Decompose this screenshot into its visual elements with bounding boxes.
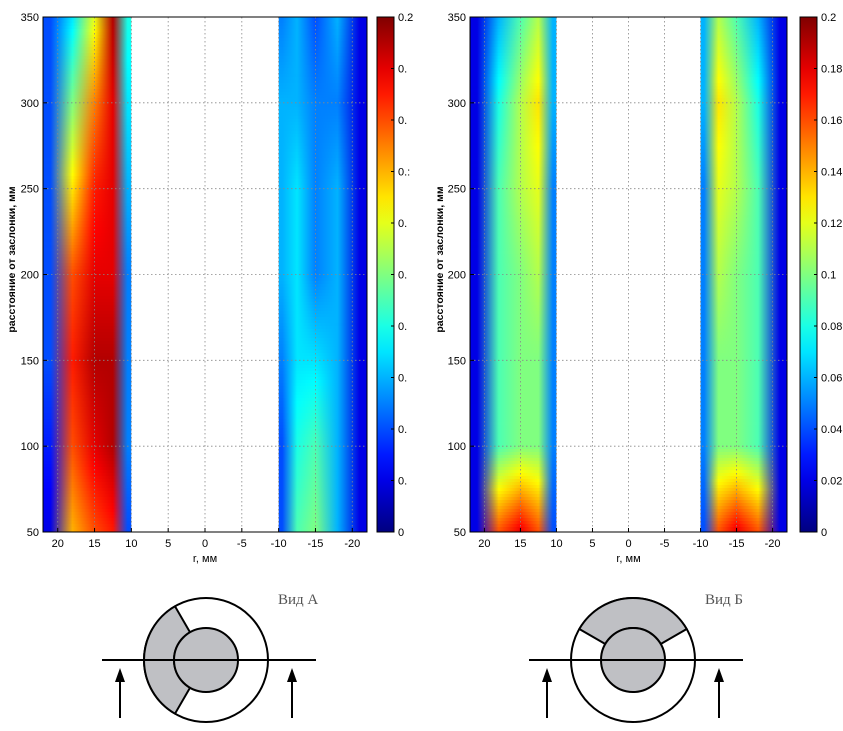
arrow-head	[115, 668, 125, 682]
x-tick-label: -5	[660, 538, 670, 550]
colorbar-tick-label: 0.14	[821, 167, 842, 179]
y-tick-label: 200	[21, 270, 39, 282]
y-tick-label: 100	[21, 441, 39, 453]
colorbar-tick-label: 0.	[398, 373, 407, 385]
heatmap-panel-view-a: 20 15 10 5 0 -5 -10 -15 -2050100150200250300350r…	[6, 12, 413, 723]
x-tick-label: -10	[271, 538, 287, 550]
y-axis-label: расстояние от заслонки, мм	[6, 186, 18, 332]
x-tick-label: 0	[202, 538, 208, 550]
arrow-head	[714, 668, 724, 682]
y-tick-label: 200	[448, 270, 466, 282]
heatmap-panel-view-b: 20 15 10 5 0 -5 -10 -15 -2050100150200250300350r…	[434, 12, 842, 723]
x-tick-label: -20	[344, 538, 360, 550]
y-tick-label: 50	[454, 527, 466, 539]
colorbar-tick-label: 0.16	[821, 115, 842, 127]
x-tick-label: 0	[625, 538, 631, 550]
colorbar-tick-label: 0.	[398, 424, 407, 436]
colorbar-tick-label: 0.12	[821, 218, 842, 230]
colorbar-tick-label: 0.2	[398, 12, 413, 24]
colorbar-tick-label: 0.06	[821, 373, 842, 385]
colorbar-tick-label: 0.	[398, 270, 407, 282]
x-tick-label: 20	[52, 538, 64, 550]
y-tick-label: 100	[448, 441, 466, 453]
y-tick-label: 300	[21, 98, 39, 110]
y-tick-label: 50	[27, 527, 39, 539]
y-tick-label: 250	[448, 184, 466, 196]
y-tick-label: 150	[21, 355, 39, 367]
y-tick-label: 350	[448, 12, 466, 24]
x-tick-label: -10	[693, 538, 709, 550]
colorbar-tick-label: 0.04	[821, 424, 842, 436]
x-tick-label: -15	[729, 538, 745, 550]
view-label: Вид Б	[705, 592, 743, 608]
colorbar-tick-label: 0.:	[398, 167, 410, 179]
grid	[43, 16, 367, 533]
x-tick-label: 10	[125, 538, 137, 550]
x-tick-label: 10	[550, 538, 562, 550]
y-axis-label: расстояние от заслонки, мм	[434, 186, 446, 332]
arrow-head	[287, 668, 297, 682]
x-tick-label: 5	[589, 538, 595, 550]
x-tick-label: 5	[165, 538, 171, 550]
y-tick-label: 250	[21, 184, 39, 196]
y-tick-label: 300	[448, 98, 466, 110]
colorbar-tick-label: 0.2	[821, 12, 836, 24]
colorbar-tick-label: 0	[398, 527, 404, 539]
x-tick-label: 15	[514, 538, 526, 550]
colorbar-tick-label: 0.08	[821, 321, 842, 333]
view-label: Вид А	[278, 592, 318, 608]
colorbar-tick-label: 0.	[398, 64, 407, 76]
x-tick-label: 15	[88, 538, 100, 550]
x-tick-label: -15	[308, 538, 324, 550]
cross-section-diagram: Вид А	[102, 592, 318, 723]
colorbar-tick-label: 0.1	[821, 270, 836, 282]
x-tick-label: 20	[478, 538, 490, 550]
x-tick-label: -5	[237, 538, 247, 550]
colorbar-tick-label: 0.	[398, 218, 407, 230]
colorbar-tick-label: 0.	[398, 115, 407, 127]
arrow-head	[542, 668, 552, 682]
colorbar-tick-label: 0.18	[821, 64, 842, 76]
colorbar-tick-label: 0.02	[821, 476, 842, 488]
x-axis-label: r, мм	[193, 553, 217, 565]
y-tick-label: 150	[448, 355, 466, 367]
colorbar-tick-label: 0	[821, 527, 827, 539]
y-tick-label: 350	[21, 12, 39, 24]
colorbar-tick-label: 0.	[398, 476, 407, 488]
x-axis-label: r, мм	[616, 553, 640, 565]
cross-section-diagram: Вид Б	[529, 592, 743, 723]
colorbar-tick-label: 0.	[398, 321, 407, 333]
x-tick-label: -20	[765, 538, 781, 550]
